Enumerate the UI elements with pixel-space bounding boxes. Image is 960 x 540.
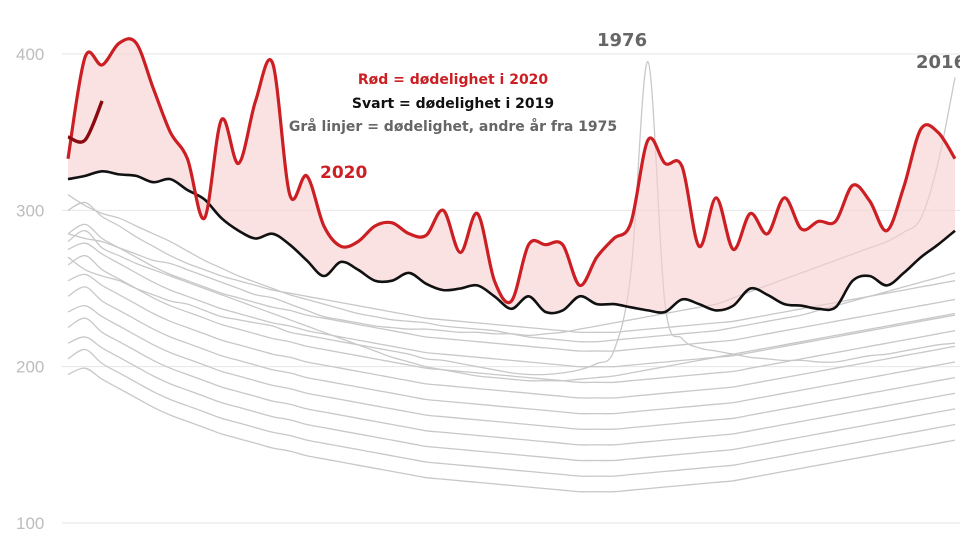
series-line-2021: [67, 100, 104, 144]
series-line-grå-4: [67, 255, 956, 384]
annotation-2020: 2020: [320, 163, 367, 183]
legend-entry-2019: Svart = dødelighet i 2019: [352, 96, 554, 112]
y-axis-ticks: 100 200 300 400: [16, 45, 44, 533]
series-line-2019: [67, 169, 956, 315]
series-line-grå-13: [67, 230, 956, 382]
series-line-1976: [67, 61, 956, 376]
other-years-lines: [67, 61, 956, 493]
series-line-grå-10: [67, 348, 956, 477]
series-line-grå-12: [67, 194, 956, 343]
annotation-2016: 2016: [916, 52, 960, 73]
series-line-grå-8: [67, 317, 956, 446]
legend-entry-other-years: Grå linjer = dødelighet, andre år fra 19…: [289, 118, 617, 135]
series-line-2020: [66, 37, 957, 305]
series-line-grå-5: [67, 273, 956, 399]
series-line-grå-3: [67, 242, 956, 368]
series-line-grå-11: [67, 367, 956, 493]
y-tick-label-200: 200: [16, 358, 44, 377]
y-tick-label-400: 400: [16, 45, 44, 64]
gridlines: [62, 53, 960, 524]
legend-entry-2020: Rød = dødelighet i 2020: [358, 72, 549, 88]
series-line-grå-6: [67, 286, 956, 415]
annotation-1976: 1976: [597, 30, 647, 51]
y-tick-label-100: 100: [16, 514, 44, 533]
legend: Rød = dødelighet i 2020 Svart = dødeligh…: [289, 72, 617, 135]
series-line-grå-9: [67, 336, 956, 462]
series-line-grå-2: [67, 223, 956, 352]
series-line-grå-7: [67, 305, 956, 430]
y-tick-label-300: 300: [16, 201, 44, 220]
